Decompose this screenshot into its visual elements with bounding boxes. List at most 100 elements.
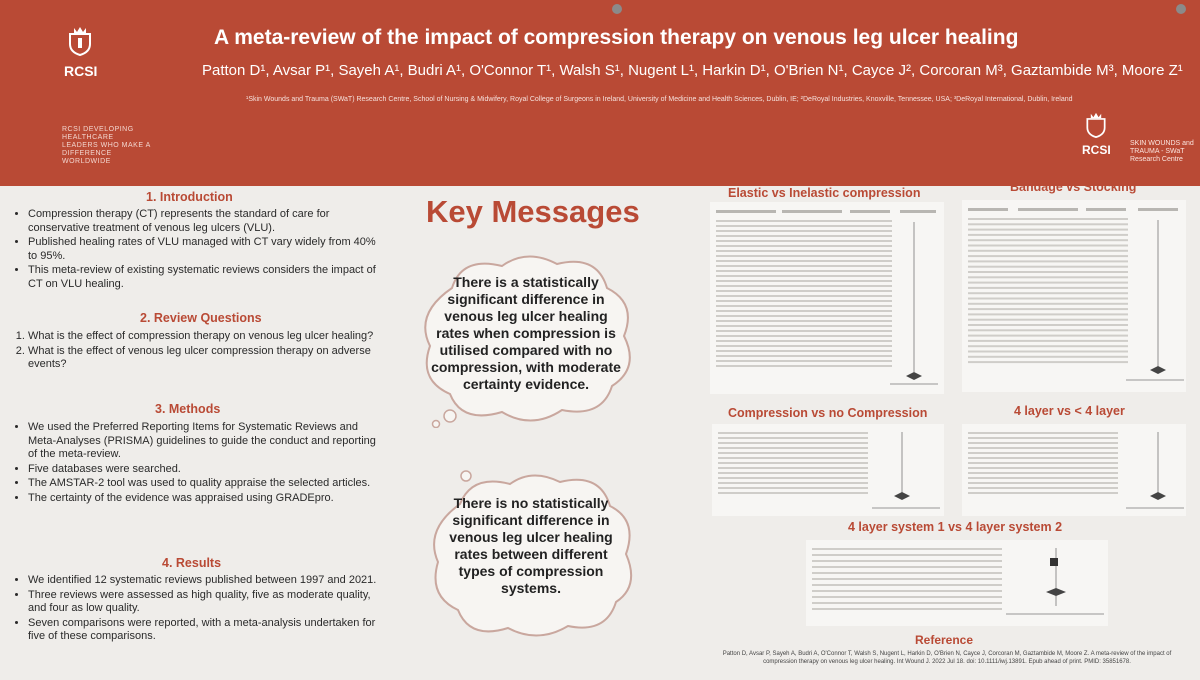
plot-title-nocomp: Compression vs no Compression bbox=[728, 406, 928, 420]
rcsi-logo-right: RCSI bbox=[1082, 112, 1111, 157]
plot-row bbox=[716, 240, 892, 242]
plot-row bbox=[968, 313, 1128, 316]
plot-row bbox=[812, 608, 1002, 610]
plot-row bbox=[716, 280, 892, 282]
plot-row bbox=[812, 572, 1002, 574]
plot-row bbox=[968, 462, 1118, 464]
plot-row bbox=[716, 230, 892, 232]
plot-row bbox=[968, 432, 1118, 434]
plot-row bbox=[968, 350, 1128, 353]
plot-row bbox=[968, 457, 1118, 459]
plot-row bbox=[718, 452, 868, 454]
plot-row bbox=[968, 482, 1118, 484]
list-item: Three reviews were assessed as high qual… bbox=[28, 589, 380, 616]
pushpin-icon bbox=[612, 4, 622, 14]
plot-row bbox=[968, 442, 1118, 444]
section-heading-results: 4. Results bbox=[162, 556, 222, 570]
plot-row bbox=[716, 360, 892, 362]
list-item: We identified 12 systematic reviews publ… bbox=[28, 574, 380, 588]
list-item: Five databases were searched. bbox=[28, 463, 380, 477]
plot-row bbox=[716, 330, 892, 332]
plot-row bbox=[716, 325, 892, 327]
plot-row bbox=[716, 275, 892, 277]
plot-row bbox=[716, 335, 892, 337]
crest-icon bbox=[1086, 112, 1106, 139]
list-item: Seven comparisons were reported, with a … bbox=[28, 617, 380, 644]
pushpin-icon bbox=[1176, 4, 1186, 14]
intro-list: Compression therapy (CT) represents the … bbox=[8, 208, 380, 292]
results-list: We identified 12 systematic reviews publ… bbox=[8, 574, 380, 645]
plot-row bbox=[812, 602, 1002, 604]
plot-row bbox=[716, 290, 892, 292]
plot-row bbox=[716, 295, 892, 297]
plot-title-elastic: Elastic vs Inelastic compression bbox=[728, 186, 921, 200]
plot-row bbox=[718, 487, 868, 489]
logo-text-right: RCSI bbox=[1082, 143, 1111, 157]
plot-row bbox=[718, 467, 868, 469]
plot-row bbox=[812, 554, 1002, 556]
plot-row bbox=[716, 225, 892, 227]
reference-heading: Reference bbox=[915, 633, 974, 647]
plot-row bbox=[968, 345, 1128, 348]
plot-row bbox=[716, 350, 892, 352]
plot-row bbox=[968, 329, 1128, 332]
plot-row bbox=[968, 487, 1118, 489]
plot-row bbox=[718, 472, 868, 474]
logo-text: RCSI bbox=[64, 63, 98, 79]
plot-row bbox=[718, 437, 868, 439]
forest-plot-system bbox=[806, 540, 1108, 626]
section-heading-intro: 1. Introduction bbox=[146, 190, 233, 204]
list-item: Published healing rates of VLU managed w… bbox=[28, 236, 380, 263]
plot-row bbox=[968, 472, 1118, 474]
plot-title-system: 4 layer system 1 vs 4 layer system 2 bbox=[848, 520, 1063, 534]
thought-cloud bbox=[424, 255, 631, 428]
plot-row bbox=[968, 477, 1118, 479]
plot-row bbox=[716, 285, 892, 287]
section-heading-questions: 2. Review Questions bbox=[140, 311, 262, 325]
plot-row bbox=[968, 492, 1118, 494]
plot-row bbox=[718, 462, 868, 464]
plot-row bbox=[716, 260, 892, 262]
plot-row bbox=[812, 596, 1002, 598]
poster-title: A meta-review of the impact of compressi… bbox=[214, 26, 1019, 49]
plot-row bbox=[718, 442, 868, 444]
reference-text: Patton D, Avsar P, Sayeh A, Budri A, O'C… bbox=[722, 651, 1172, 665]
plot-row bbox=[968, 276, 1128, 279]
plot-row bbox=[718, 447, 868, 449]
crest-icon bbox=[69, 27, 91, 57]
plot-row bbox=[716, 265, 892, 267]
list-item: We used the Preferred Reporting Items fo… bbox=[28, 421, 380, 462]
plot-row bbox=[716, 355, 892, 357]
plot-row bbox=[812, 584, 1002, 586]
rcsi-logo: RCSI bbox=[52, 26, 152, 79]
forest-plot-bandage bbox=[962, 200, 1186, 392]
plot-row bbox=[812, 548, 1002, 550]
header-banner: RCSI RCSI DEVELOPING HEALTHCARE LEADERS … bbox=[0, 0, 1200, 186]
plot-row bbox=[718, 457, 868, 459]
affiliations: ¹Skin Wounds and Trauma (SWaT) Research … bbox=[246, 96, 1073, 103]
plot-row bbox=[716, 310, 892, 312]
plot-row bbox=[812, 590, 1002, 592]
plot-row bbox=[968, 286, 1128, 289]
plot-row bbox=[968, 452, 1118, 454]
centre-name: SKIN WOUNDS and TRAUMA - SWaT Research C… bbox=[1130, 140, 1194, 163]
plot-row bbox=[968, 308, 1128, 311]
plot-row bbox=[716, 235, 892, 237]
list-item: What is the effect of compression therap… bbox=[28, 330, 380, 344]
plot-row bbox=[716, 340, 892, 342]
plot-row bbox=[968, 281, 1128, 284]
plot-row bbox=[968, 218, 1128, 220]
plot-row bbox=[812, 566, 1002, 568]
plot-row bbox=[968, 447, 1118, 449]
list-item: Compression therapy (CT) represents the … bbox=[28, 208, 380, 235]
key-message-2: There is no statistically significant di… bbox=[449, 495, 613, 596]
plot-row bbox=[716, 245, 892, 247]
plot-row bbox=[968, 355, 1128, 358]
plot-row bbox=[716, 270, 892, 272]
questions-list: What is the effect of compression therap… bbox=[8, 330, 380, 373]
plot-row bbox=[968, 249, 1128, 252]
plot-row bbox=[716, 365, 892, 367]
plot-row bbox=[968, 334, 1128, 337]
plot-row bbox=[812, 578, 1002, 580]
plot-row bbox=[968, 297, 1128, 300]
